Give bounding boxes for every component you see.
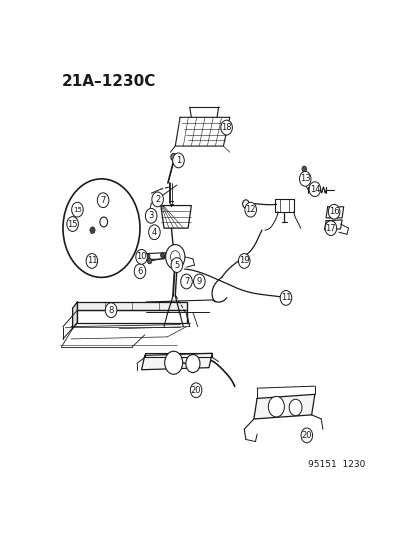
Circle shape bbox=[63, 179, 140, 277]
Text: 4: 4 bbox=[152, 228, 157, 237]
Circle shape bbox=[300, 428, 312, 443]
Circle shape bbox=[244, 202, 256, 217]
Text: 21A–1230C: 21A–1230C bbox=[61, 74, 155, 89]
Text: 19: 19 bbox=[238, 256, 249, 265]
Polygon shape bbox=[141, 353, 212, 370]
Circle shape bbox=[134, 264, 145, 279]
Text: 8: 8 bbox=[108, 306, 114, 314]
Circle shape bbox=[165, 245, 185, 269]
Text: 20: 20 bbox=[190, 386, 201, 395]
Text: 18: 18 bbox=[221, 123, 231, 132]
Circle shape bbox=[152, 192, 163, 207]
Circle shape bbox=[185, 354, 199, 373]
Text: 20: 20 bbox=[301, 431, 311, 440]
Circle shape bbox=[160, 253, 164, 257]
Circle shape bbox=[146, 254, 150, 259]
Circle shape bbox=[97, 193, 109, 207]
Circle shape bbox=[170, 251, 180, 263]
Text: 95151  1230: 95151 1230 bbox=[308, 461, 365, 470]
Text: 6: 6 bbox=[137, 266, 142, 276]
Circle shape bbox=[331, 210, 335, 216]
Circle shape bbox=[301, 166, 306, 172]
Text: 15: 15 bbox=[67, 220, 78, 229]
Text: 17: 17 bbox=[325, 224, 335, 232]
Text: 16: 16 bbox=[328, 207, 339, 216]
Text: 10: 10 bbox=[136, 252, 147, 261]
Circle shape bbox=[145, 208, 157, 223]
Circle shape bbox=[86, 254, 97, 268]
Text: 1: 1 bbox=[176, 156, 180, 165]
Circle shape bbox=[299, 172, 310, 186]
Circle shape bbox=[100, 217, 107, 227]
Text: 7: 7 bbox=[183, 277, 189, 286]
Text: 13: 13 bbox=[299, 174, 310, 183]
Circle shape bbox=[328, 204, 339, 219]
Text: 12: 12 bbox=[245, 205, 255, 214]
Circle shape bbox=[164, 351, 182, 374]
Circle shape bbox=[172, 153, 184, 168]
Circle shape bbox=[135, 249, 147, 264]
Text: 3: 3 bbox=[148, 211, 154, 220]
Polygon shape bbox=[77, 302, 186, 310]
Circle shape bbox=[324, 221, 336, 236]
Circle shape bbox=[220, 120, 232, 135]
Text: 15: 15 bbox=[73, 207, 82, 213]
Polygon shape bbox=[253, 394, 314, 419]
Polygon shape bbox=[72, 302, 77, 329]
Circle shape bbox=[66, 216, 78, 231]
Circle shape bbox=[90, 227, 95, 233]
Text: 5: 5 bbox=[174, 261, 179, 270]
Text: 2: 2 bbox=[154, 195, 160, 204]
Circle shape bbox=[242, 200, 249, 208]
Circle shape bbox=[190, 383, 202, 398]
Circle shape bbox=[71, 202, 83, 217]
Circle shape bbox=[147, 258, 152, 264]
Circle shape bbox=[288, 399, 301, 416]
Text: 11: 11 bbox=[86, 256, 97, 265]
Circle shape bbox=[180, 274, 192, 289]
Circle shape bbox=[105, 303, 116, 318]
Text: 7: 7 bbox=[100, 196, 105, 205]
Circle shape bbox=[268, 397, 284, 417]
Circle shape bbox=[171, 154, 176, 161]
Circle shape bbox=[280, 290, 291, 305]
Circle shape bbox=[309, 182, 320, 197]
Text: 14: 14 bbox=[309, 184, 319, 193]
Circle shape bbox=[171, 257, 182, 272]
Text: 9: 9 bbox=[196, 277, 202, 286]
Text: 11: 11 bbox=[280, 293, 290, 302]
Circle shape bbox=[148, 225, 160, 240]
Circle shape bbox=[193, 274, 204, 289]
Circle shape bbox=[238, 254, 249, 268]
